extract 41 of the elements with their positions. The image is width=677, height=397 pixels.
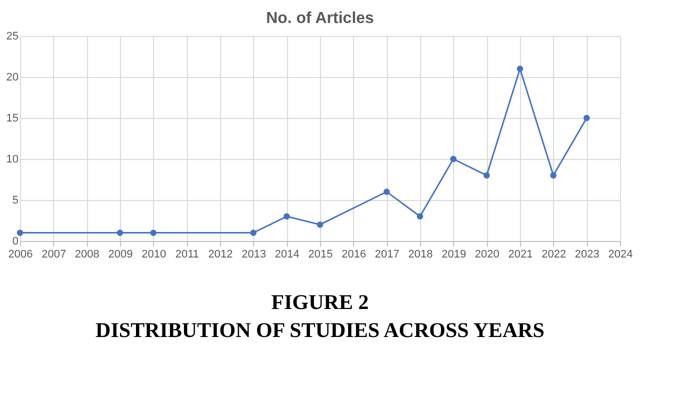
x-tick-label: 2021 [508, 248, 533, 260]
y-tick-label: 25 [6, 30, 18, 42]
x-tick-label: 2009 [108, 248, 133, 260]
point [384, 188, 390, 195]
x-tick-label: 2023 [574, 248, 600, 260]
point [16, 230, 24, 236]
y-tick-label: 0 [12, 236, 18, 248]
x-tick-label: 2017 [374, 248, 400, 260]
x-tick-label: 2012 [208, 248, 233, 260]
point [484, 172, 490, 179]
point [516, 66, 524, 72]
point [584, 114, 590, 122]
x-tick-label: 2006 [8, 248, 33, 260]
text: DISTRIBUTION OF STUDIES ACROSS YEARS [96, 318, 544, 342]
x-tick-label: 2013 [242, 248, 266, 260]
y-tick-label: 5 [12, 194, 18, 206]
x-tick-label: 2008 [74, 248, 100, 260]
x-tick-label: 2016 [342, 248, 366, 260]
x-tick-label: 2010 [142, 248, 166, 260]
x-tick-label: 2014 [274, 248, 300, 260]
caption: FIGURE 2 [271, 290, 369, 314]
x-tick-label: 2015 [308, 248, 333, 260]
point [284, 213, 290, 220]
x-tick-label: 2019 [442, 248, 466, 260]
point [150, 230, 156, 236]
point [250, 230, 256, 236]
x-tick-label: 2020 [474, 248, 500, 260]
point [416, 213, 424, 220]
point [450, 156, 456, 162]
point [116, 230, 124, 236]
y-tick-label: 20 [6, 72, 18, 84]
x-tick-label: 2018 [408, 248, 433, 260]
x-tick-label: 2024 [608, 248, 633, 260]
x-tick-label: 2022 [542, 248, 566, 260]
x-tick-label: 2011 [175, 248, 199, 260]
y-tick-label: 10 [6, 154, 18, 166]
point [550, 172, 556, 179]
point [316, 221, 324, 228]
chart-title: No. of Articles [266, 10, 374, 27]
y-tick-label: 15 [6, 112, 18, 124]
x-tick-label: 2007 [42, 248, 66, 260]
